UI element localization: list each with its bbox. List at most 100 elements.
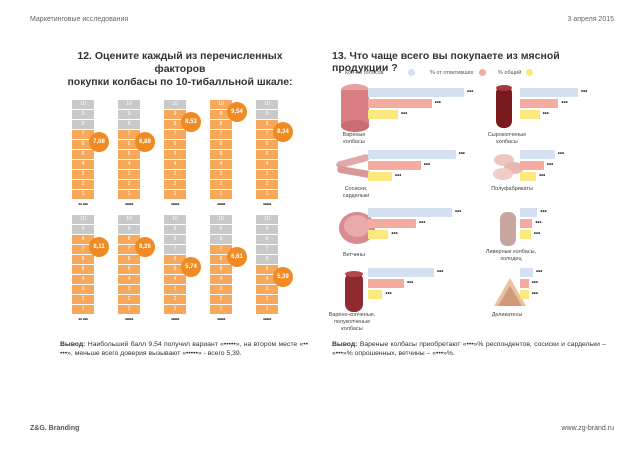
score-segment: 9 <box>164 110 186 119</box>
purchase-bar <box>368 290 383 299</box>
score-segment: 10 <box>72 100 94 109</box>
score-badge: 8,11 <box>89 237 109 257</box>
score-badge: 5,39 <box>273 267 293 287</box>
score-segment: 9 <box>210 110 232 119</box>
score-segment: 2 <box>164 180 186 189</box>
score-badge: 8,26 <box>135 237 155 257</box>
score-column-label: ••••• <box>262 202 272 208</box>
score-segment: 8 <box>164 120 186 129</box>
q12-conclusion: Вывод: Наибольший балл 9,54 получил вари… <box>60 340 308 358</box>
purchase-bar <box>368 230 389 239</box>
footer-brand: Z&G. Branding <box>30 425 80 432</box>
score-segment: 5 <box>210 265 232 274</box>
score-column-label: •• ••• <box>78 202 88 208</box>
score-segment: 9 <box>72 110 94 119</box>
purchase-bar-value: ••• <box>467 89 474 95</box>
score-segment: 1 <box>118 305 140 314</box>
score-segment: 3 <box>118 170 140 179</box>
q12-title-line2: покупки колбасы по 10-тибалльной шкале: <box>67 76 293 88</box>
q12-conclusion-text: Наибольший балл 9,54 получил вариант «••… <box>60 341 309 357</box>
score-column: 10 9 8 7 6 5 4 3 2 1 <box>118 100 140 200</box>
purchase-bar-value: ••• <box>407 280 414 286</box>
product-label: Сырокопченые колбасы <box>487 132 527 145</box>
score-segment: 7 <box>256 245 278 254</box>
score-segment: 6 <box>118 255 140 264</box>
purchase-bar <box>520 88 578 97</box>
score-segment: 9 <box>256 110 278 119</box>
score-segment: 10 <box>118 215 140 224</box>
score-badge: 7,08 <box>89 132 109 152</box>
legend-respondents-swatch <box>479 69 486 76</box>
purchase-bar-value: ••• <box>458 151 465 157</box>
score-segment: 3 <box>164 285 186 294</box>
score-segment: 2 <box>256 295 278 304</box>
score-segment: 8 <box>118 120 140 129</box>
product-label: Ливерные колбасы, холодец <box>485 249 537 262</box>
score-segment: 2 <box>210 295 232 304</box>
score-segment: 9 <box>118 225 140 234</box>
score-segment: 4 <box>72 275 94 284</box>
score-segment: 5 <box>256 265 278 274</box>
footer-website[interactable]: www.zg-brand.ru <box>561 425 614 432</box>
purchase-bar-value: ••• <box>419 220 426 226</box>
score-segment: 2 <box>118 295 140 304</box>
score-segment: 8 <box>72 235 94 244</box>
score-segment: 4 <box>118 275 140 284</box>
score-segment: 1 <box>210 305 232 314</box>
score-segment: 8 <box>256 120 278 129</box>
score-segment: 6 <box>210 140 232 149</box>
score-badge: 6,89 <box>135 132 155 152</box>
score-segment: 1 <box>72 190 94 199</box>
score-segment: 10 <box>256 100 278 109</box>
score-column: 10 9 8 7 6 5 4 3 2 1 <box>256 215 278 315</box>
q13-conclusion-label: Вывод: <box>332 341 358 348</box>
purchase-bar-value: ••• <box>395 173 402 179</box>
purchase-bar-value: ••• <box>557 151 565 157</box>
score-segment: 8 <box>118 235 140 244</box>
purchase-bar <box>368 150 456 159</box>
score-column: 10 9 8 7 6 5 4 3 2 1 <box>210 100 232 200</box>
score-column-label: ••••• <box>124 317 134 323</box>
score-column: 10 9 8 7 6 5 4 3 2 1 <box>72 215 94 315</box>
product-label: Сосиски, сардельки <box>342 186 370 199</box>
score-segment: 1 <box>164 190 186 199</box>
score-badge: 5,74 <box>181 257 201 277</box>
score-segment: 3 <box>256 285 278 294</box>
score-segment: 9 <box>118 110 140 119</box>
score-segment: 10 <box>118 100 140 109</box>
score-column-label: ••••• <box>170 317 180 323</box>
legend-votes: Кол-во голосов <box>345 70 384 76</box>
score-segment: 7 <box>210 130 232 139</box>
purchase-bar-value: ••• <box>455 209 462 215</box>
score-segment: 9 <box>256 225 278 234</box>
q13-conclusion-text: Вареные колбасы приобретают «•••»% респо… <box>332 341 606 357</box>
product-label: Ветчины <box>343 252 365 258</box>
legend-total: % общий <box>498 70 522 76</box>
score-column-label: ••••• <box>170 202 180 208</box>
smoked-sausage-icon <box>496 85 512 128</box>
score-segment: 4 <box>72 160 94 169</box>
q12-conclusion-label: Вывод: <box>60 341 86 348</box>
score-segment: 3 <box>256 170 278 179</box>
score-segment: 1 <box>210 190 232 199</box>
score-segment: 2 <box>118 180 140 189</box>
purchase-bar <box>368 268 434 277</box>
purchase-bar <box>368 219 416 228</box>
score-segment: 3 <box>72 170 94 179</box>
score-segment: 4 <box>256 160 278 169</box>
purchase-bar <box>520 110 540 119</box>
score-segment: 6 <box>256 140 278 149</box>
product-label: Вареные колбасы <box>342 132 366 145</box>
score-segment: 5 <box>118 265 140 274</box>
score-segment: 5 <box>72 150 94 159</box>
purchase-bar-value: ••• <box>401 111 408 117</box>
purchase-bar-value: ••• <box>536 269 543 275</box>
score-segment: 1 <box>118 190 140 199</box>
score-segment: 6 <box>256 255 278 264</box>
score-segment: 3 <box>210 285 232 294</box>
score-column: 10 9 8 7 6 5 4 3 2 1 <box>118 215 140 315</box>
score-segment: 6 <box>164 140 186 149</box>
purchase-bar <box>520 161 544 170</box>
purchase-bar <box>520 150 555 159</box>
score-segment: 3 <box>118 285 140 294</box>
